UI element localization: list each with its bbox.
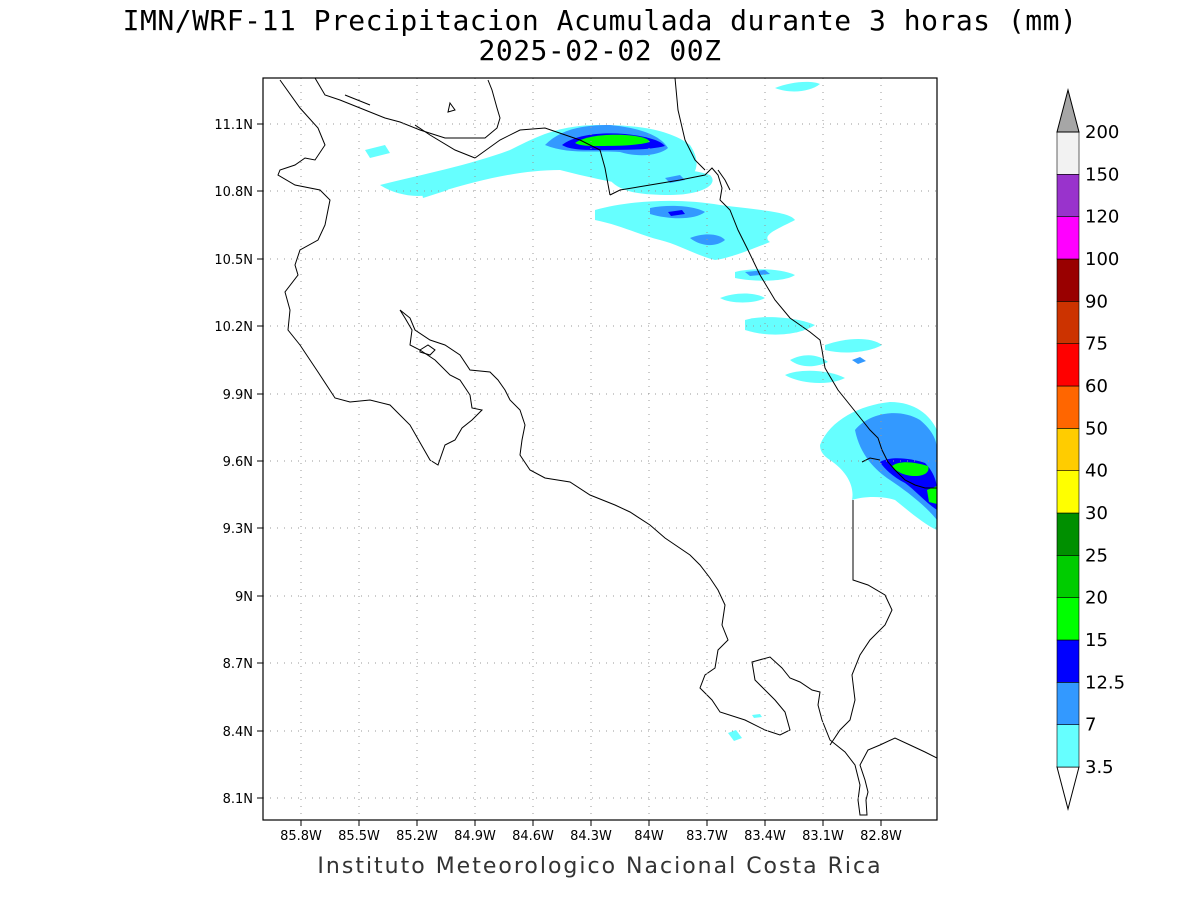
lat-tick-label: 10.8N <box>214 185 253 200</box>
colorbar-label: 20 <box>1085 588 1108 609</box>
precip-level-15 <box>575 134 937 504</box>
lon-tick-label: 83.4W <box>744 829 786 844</box>
colorbar-label: 50 <box>1085 418 1108 439</box>
colorbar-label: 100 <box>1085 249 1119 270</box>
lon-axis <box>300 820 882 826</box>
colorbar-swatch <box>1056 639 1080 683</box>
lat-tick-label: 8.4N <box>223 725 253 740</box>
colorbar-swatch <box>1056 258 1080 302</box>
graticule <box>263 78 937 820</box>
lon-tick-label: 84.6W <box>512 829 554 844</box>
lat-tick-label: 11.1N <box>214 118 253 133</box>
footer-credit: Instituto Meteorologico Nacional Costa R… <box>317 854 883 879</box>
colorbar-swatch <box>1056 470 1080 514</box>
colorbar-under-triangle <box>1056 766 1080 811</box>
colorbar-swatch <box>1056 597 1080 641</box>
lon-tick-label: 84W <box>634 829 664 844</box>
colorbar-label: 200 <box>1085 122 1119 143</box>
colorbar-swatch <box>1056 512 1080 556</box>
lat-tick-label: 9.9N <box>223 388 253 403</box>
lat-tick-label: 8.1N <box>223 792 253 807</box>
lat-tick-label: 9N <box>235 590 253 605</box>
colorbar-label: 120 <box>1085 207 1119 228</box>
lat-tick-label: 9.6N <box>223 455 253 470</box>
colorbar-swatch <box>1056 216 1080 260</box>
lon-tick-label: 85.2W <box>396 829 438 844</box>
colorbar-swatch <box>1056 682 1080 725</box>
lon-tick-label: 85.8W <box>280 829 322 844</box>
lat-tick-label: 9.3N <box>223 522 253 537</box>
colorbar-swatch <box>1056 385 1080 429</box>
colorbar-label: 90 <box>1085 291 1108 312</box>
colorbar-swatch <box>1056 131 1080 175</box>
precipitation-field <box>365 81 937 741</box>
colorbar-label: 7 <box>1085 715 1096 736</box>
lon-tick-label: 82.8W <box>860 829 902 844</box>
colorbar-swatch <box>1056 301 1080 344</box>
lon-tick-label: 85.5W <box>338 829 380 844</box>
colorbar-label: 15 <box>1085 630 1108 651</box>
lon-tick-label: 83.1W <box>802 829 844 844</box>
colorbar-swatch <box>1056 724 1080 768</box>
colorbar: 3.5 7 12.5 15 20 25 30 40 50 60 75 90 100 120 150 200 <box>1056 88 1125 811</box>
colorbar-label: 3.5 <box>1085 757 1114 778</box>
lon-tick-label: 83.7W <box>686 829 728 844</box>
colorbar-label: 12.5 <box>1085 672 1125 693</box>
precip-level-7 <box>545 125 937 520</box>
colorbar-label: 150 <box>1085 164 1119 185</box>
lon-tick-label: 84.3W <box>570 829 612 844</box>
colorbar-swatch <box>1056 174 1080 217</box>
colorbar-label: 30 <box>1085 503 1108 524</box>
map-datetime: 2025-02-02 00Z <box>478 34 722 67</box>
colorbar-swatch <box>1056 343 1080 387</box>
lon-tick-label: 84.9W <box>454 829 496 844</box>
lat-tick-label: 10.5N <box>214 253 253 268</box>
colorbar-swatch <box>1056 555 1080 598</box>
map-frame <box>262 77 938 821</box>
lat-tick-label: 10.2N <box>214 320 253 335</box>
lat-axis <box>257 123 263 799</box>
map-title: IMN/WRF-11 Precipitacion Acumulada duran… <box>122 4 1078 37</box>
colorbar-label: 75 <box>1085 334 1108 355</box>
precip-level-3-5 <box>365 81 937 741</box>
colorbar-over-triangle <box>1056 88 1080 133</box>
colorbar-label: 40 <box>1085 461 1108 482</box>
coastline <box>277 78 937 816</box>
colorbar-swatch <box>1056 428 1080 471</box>
colorbar-label: 25 <box>1085 545 1108 566</box>
colorbar-label: 60 <box>1085 376 1108 397</box>
lat-tick-label: 8.7N <box>223 657 253 672</box>
